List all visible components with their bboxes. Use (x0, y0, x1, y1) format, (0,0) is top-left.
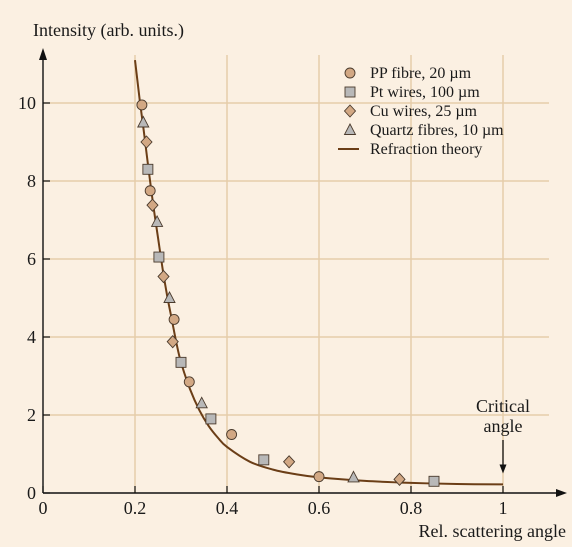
diamond-data-point (157, 269, 170, 284)
axes (39, 48, 567, 497)
circle-data-point (226, 429, 238, 440)
x-tick-label: 0.6 (308, 498, 331, 518)
square-data-point (175, 356, 187, 368)
circle-data-point (136, 99, 148, 111)
circle-data-point (313, 471, 325, 483)
diamond-data-point (146, 198, 159, 212)
x-tick-label: 0.4 (216, 498, 239, 518)
square-data-point (153, 251, 165, 263)
legend-triangle-swatch (343, 123, 357, 135)
y-tick-label: 6 (27, 249, 36, 269)
legend-diamond-swatch (343, 104, 357, 118)
x-tick-label: 0.2 (124, 498, 147, 518)
y-axis-label: Intensity (arb. units.) (33, 20, 184, 41)
square-data-point (142, 163, 154, 175)
triangle-data-point (150, 214, 164, 227)
square-data-point (205, 413, 217, 425)
circle-data-point (183, 376, 195, 388)
y-tick-label: 0 (27, 483, 36, 503)
x-tick-label: 1 (499, 498, 508, 518)
annotation-line-1: Critical (476, 396, 530, 416)
legend: PP fibre, 20 µm Pt wires, 100 µm Cu wires,… (338, 65, 504, 158)
legend-square-swatch (344, 86, 356, 98)
legend-circle-swatch (344, 67, 356, 79)
y-tick-label: 10 (18, 93, 36, 113)
legend-label: Cu wires, 25 µm (370, 103, 478, 120)
square-data-point (428, 475, 440, 487)
diamond-data-point (166, 335, 179, 349)
triangle-data-point (163, 291, 176, 303)
annotation-line-2: angle (484, 416, 523, 436)
y-tick-label: 8 (27, 171, 36, 191)
y-axis-arrowhead (39, 48, 47, 60)
x-tick-label: 0 (39, 498, 48, 518)
data-points (136, 99, 440, 487)
annotation-arrowhead (499, 464, 507, 474)
legend-label: Pt wires, 100 µm (370, 84, 480, 101)
circle-data-point (144, 185, 156, 197)
diamond-data-point (393, 472, 406, 487)
diamond-data-point (282, 455, 296, 469)
triangle-data-point (137, 115, 150, 128)
grid-lines (43, 55, 549, 493)
triangle-data-point (347, 470, 360, 483)
square-data-point (258, 454, 270, 466)
x-axis-label: Rel. scattering angle (419, 521, 566, 541)
legend-label: Quartz fibres, 10 µm (370, 122, 504, 139)
y-tick-label: 4 (27, 327, 36, 347)
triangle-data-point (195, 396, 208, 409)
x-axis-arrowhead (556, 489, 567, 497)
circle-data-point (168, 314, 180, 325)
legend-label: PP fibre, 20 µm (370, 65, 472, 82)
y-tick-label: 2 (27, 405, 36, 425)
legend-label: Refraction theory (370, 141, 482, 158)
diamond-data-point (140, 135, 153, 149)
x-tick-label: 0.8 (400, 498, 423, 518)
